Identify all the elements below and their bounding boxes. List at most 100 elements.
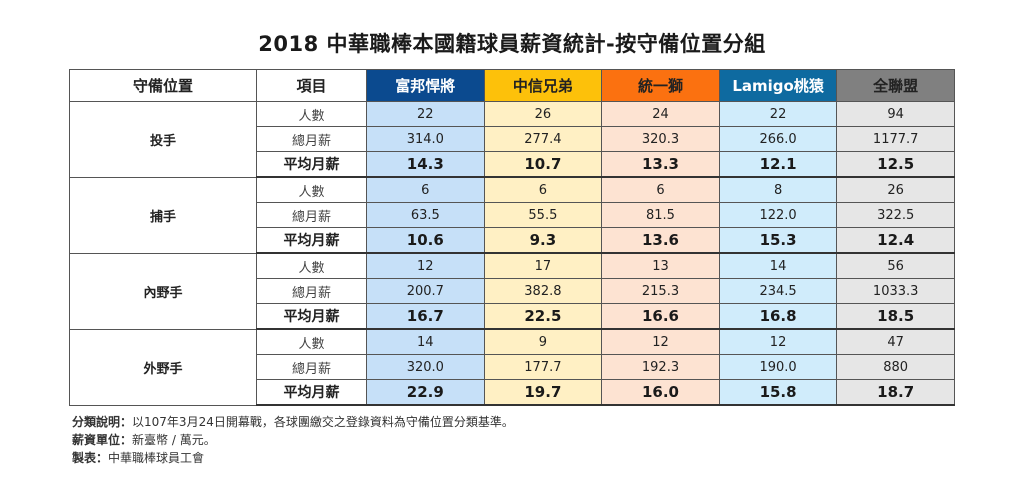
- item-label: 人數: [256, 252, 367, 279]
- item-label: 總月薪: [256, 202, 367, 228]
- value-cell: 16.8: [718, 303, 838, 330]
- value-cell: 1033.3: [836, 278, 955, 304]
- footnotes: 分類說明：以107年3月24日開幕戰，各球團繳交之登錄資料為守備位置分類基準。 …: [72, 413, 514, 467]
- table-row-count: 內野手 人數 12 17 13 14 56: [69, 252, 955, 330]
- value-cell: 24: [601, 101, 720, 127]
- header-row: 守備位置 項目 富邦悍將 中信兄弟 統一獅 Lamigo桃猿 全聯盟: [69, 69, 955, 102]
- value-cell: 16.0: [601, 379, 720, 406]
- header-position: 守備位置: [69, 69, 257, 102]
- item-label: 平均月薪: [256, 379, 367, 406]
- note-classification: 分類說明：以107年3月24日開幕戰，各球團繳交之登錄資料為守備位置分類基準。: [72, 415, 514, 429]
- position-label: 內野手: [69, 252, 257, 330]
- value-cell: 314.0: [366, 126, 485, 152]
- position-label: 投手: [69, 101, 257, 178]
- table-row-count: 捕手 人數 6 6 6 8 26: [69, 176, 955, 254]
- header-team-lamigo: Lamigo桃猿: [718, 69, 838, 102]
- salary-table: 守備位置 項目 富邦悍將 中信兄弟 統一獅 Lamigo桃猿 全聯盟 投手 人數 2…: [69, 69, 955, 406]
- value-cell: 26: [483, 101, 603, 127]
- value-cell: 12: [601, 328, 720, 355]
- header-team-ctbc: 中信兄弟: [483, 69, 603, 102]
- value-cell: 17: [483, 252, 603, 279]
- item-label: 平均月薪: [256, 151, 367, 178]
- value-cell: 177.7: [483, 354, 603, 380]
- table-row-average-salary: 平均月薪 16.7 22.5 16.6 16.8 18.5: [70, 303, 955, 330]
- header-team-league: 全聯盟: [836, 69, 955, 102]
- value-cell: 12: [718, 328, 838, 355]
- value-cell: 55.5: [483, 202, 603, 228]
- value-cell: 190.0: [718, 354, 838, 380]
- value-cell: 8: [718, 176, 838, 203]
- value-cell: 13: [601, 252, 720, 279]
- note-producer: 製表：中華職棒球員工會: [72, 451, 205, 465]
- value-cell: 94: [836, 101, 955, 127]
- value-cell: 192.3: [601, 354, 720, 380]
- table-row-average-salary: 平均月薪 10.6 9.3 13.6 15.3 12.4: [70, 227, 955, 254]
- item-label: 總月薪: [256, 278, 367, 304]
- value-cell: 9.3: [483, 227, 603, 254]
- value-cell: 56: [836, 252, 955, 279]
- table-row-total-salary: 總月薪 320.0 177.7 192.3 190.0 880: [70, 354, 955, 380]
- item-label: 平均月薪: [256, 303, 367, 330]
- value-cell: 277.4: [483, 126, 603, 152]
- item-label: 平均月薪: [256, 227, 367, 254]
- table-row-average-salary: 平均月薪 14.3 10.7 13.3 12.1 12.5: [70, 151, 955, 178]
- value-cell: 215.3: [601, 278, 720, 304]
- value-cell: 13.6: [601, 227, 720, 254]
- value-cell: 6: [366, 176, 485, 203]
- value-cell: 22: [366, 101, 485, 127]
- value-cell: 16.6: [601, 303, 720, 330]
- value-cell: 12: [366, 252, 485, 279]
- value-cell: 14: [718, 252, 838, 279]
- item-label: 總月薪: [256, 354, 367, 380]
- value-cell: 382.8: [483, 278, 603, 304]
- value-cell: 15.8: [718, 379, 838, 406]
- value-cell: 9: [483, 328, 603, 355]
- position-label: 外野手: [69, 328, 257, 406]
- table-row-total-salary: 總月薪 314.0 277.4 320.3 266.0 1177.7: [70, 126, 955, 152]
- value-cell: 12.4: [836, 227, 955, 254]
- table-row-total-salary: 總月薪 63.5 55.5 81.5 122.0 322.5: [70, 202, 955, 228]
- item-label: 總月薪: [256, 126, 367, 152]
- header-team-fubon: 富邦悍將: [366, 69, 485, 102]
- value-cell: 266.0: [718, 126, 838, 152]
- item-label: 人數: [256, 101, 367, 127]
- value-cell: 322.5: [836, 202, 955, 228]
- value-cell: 81.5: [601, 202, 720, 228]
- value-cell: 6: [601, 176, 720, 203]
- value-cell: 320.3: [601, 126, 720, 152]
- value-cell: 6: [483, 176, 603, 203]
- table-row-count: 投手 人數 22 26 24 22 94: [69, 101, 955, 178]
- table-row-count: 外野手 人數 14 9 12 12 47: [69, 328, 955, 406]
- value-cell: 14.3: [366, 151, 485, 178]
- header-item: 項目: [256, 69, 367, 102]
- value-cell: 47: [836, 328, 955, 355]
- value-cell: 15.3: [718, 227, 838, 254]
- item-label: 人數: [256, 176, 367, 203]
- value-cell: 14: [366, 328, 485, 355]
- value-cell: 63.5: [366, 202, 485, 228]
- value-cell: 22.9: [366, 379, 485, 406]
- value-cell: 13.3: [601, 151, 720, 178]
- value-cell: 19.7: [483, 379, 603, 406]
- value-cell: 122.0: [718, 202, 838, 228]
- value-cell: 880: [836, 354, 955, 380]
- value-cell: 1177.7: [836, 126, 955, 152]
- value-cell: 18.5: [836, 303, 955, 330]
- table-row-average-salary: 平均月薪 22.9 19.7 16.0 15.8 18.7: [70, 379, 955, 406]
- value-cell: 16.7: [366, 303, 485, 330]
- value-cell: 26: [836, 176, 955, 203]
- value-cell: 12.1: [718, 151, 838, 178]
- value-cell: 320.0: [366, 354, 485, 380]
- value-cell: 234.5: [718, 278, 838, 304]
- note-unit: 薪資單位：新臺幣 / 萬元。: [72, 433, 216, 447]
- position-label: 捕手: [69, 176, 257, 254]
- value-cell: 22: [718, 101, 838, 127]
- item-label: 人數: [256, 328, 367, 355]
- table-row-total-salary: 總月薪 200.7 382.8 215.3 234.5 1033.3: [70, 278, 955, 304]
- value-cell: 22.5: [483, 303, 603, 330]
- value-cell: 18.7: [836, 379, 955, 406]
- header-team-uni-lions: 統一獅: [601, 69, 720, 102]
- value-cell: 10.6: [366, 227, 485, 254]
- page-title: 2018 中華職棒本國籍球員薪資統計-按守備位置分組: [258, 32, 766, 56]
- value-cell: 10.7: [483, 151, 603, 178]
